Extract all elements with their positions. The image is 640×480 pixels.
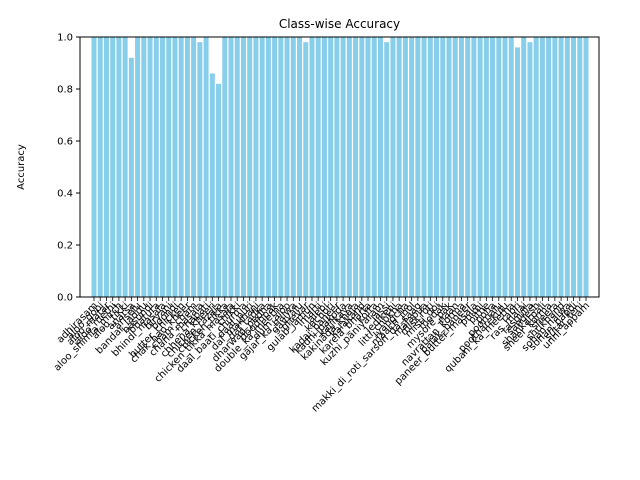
bar-malapua bbox=[421, 37, 427, 297]
bar-bhatura bbox=[153, 37, 159, 297]
bar-double_ka_meetha bbox=[278, 37, 284, 297]
bar-gulab_jamun bbox=[309, 37, 315, 297]
bar-misti_doi bbox=[434, 37, 440, 297]
y-axis-label: Accuracy bbox=[16, 144, 27, 190]
bar-chak_hao_kheer bbox=[184, 37, 190, 297]
bar-paneer_butter_masala bbox=[471, 37, 477, 297]
bar-ledikeni bbox=[390, 37, 396, 297]
bar-ariselu bbox=[135, 37, 141, 297]
bar-chicken_tikka_masala bbox=[228, 37, 234, 297]
bar-rabri bbox=[515, 47, 520, 298]
bar-kuzhi_paniyaram bbox=[377, 37, 383, 297]
bar-dum_aloo bbox=[284, 37, 290, 297]
bar-doodhpak bbox=[272, 37, 278, 297]
y-tick-label: 0.0 bbox=[57, 293, 73, 304]
bar-chapati bbox=[203, 37, 209, 297]
bar-litti_chokha bbox=[396, 37, 402, 297]
bar-dal_tadka bbox=[259, 37, 265, 297]
bar-maach_jhol bbox=[409, 37, 415, 297]
bar-palak_paneer bbox=[465, 37, 471, 297]
bar-kajjikaya bbox=[346, 37, 352, 297]
bar-modak bbox=[440, 37, 446, 297]
bar-ras_malai bbox=[521, 37, 527, 297]
bar-anarsa bbox=[128, 57, 134, 297]
bar-misi_roti bbox=[427, 37, 433, 297]
bar-karela_bharta bbox=[365, 37, 371, 297]
x-axis-ticks: adhirasamaloo_gobialoo_mataraloo_methial… bbox=[52, 297, 592, 415]
bar-boondi bbox=[172, 37, 178, 297]
bar-sutar_feni bbox=[577, 37, 583, 297]
y-tick-label: 1.0 bbox=[57, 33, 73, 44]
bar-navrattan_korma bbox=[458, 37, 464, 297]
bar-jalebi bbox=[321, 37, 327, 297]
bar-daal_puri bbox=[247, 37, 253, 297]
chart-title: Class-wise Accuracy bbox=[279, 17, 400, 31]
bar-biryani bbox=[166, 37, 172, 297]
bar-chicken_tikka bbox=[222, 37, 228, 297]
bar-sheer_korma bbox=[546, 37, 552, 297]
y-axis-ticks: 0.0 0.2 0.4 0.6 0.8 1.0 bbox=[57, 33, 80, 304]
bar-kalakand bbox=[359, 37, 365, 297]
bar-shankarpali bbox=[539, 37, 545, 297]
bar-aloo_matar bbox=[103, 37, 109, 297]
bar-qubani_ka_meetha bbox=[508, 37, 514, 297]
bar-bhindi_masala bbox=[160, 37, 165, 297]
bar-aloo_methi bbox=[110, 37, 116, 297]
bar-lyangcha bbox=[402, 37, 408, 297]
y-tick-label: 0.8 bbox=[57, 85, 73, 96]
y-tick-label: 0.4 bbox=[57, 189, 73, 200]
bar-dharwad_pedha bbox=[265, 37, 271, 297]
bar-poha bbox=[490, 37, 496, 297]
plot-frame bbox=[79, 36, 600, 298]
bar-kakinada_khaja bbox=[353, 37, 359, 297]
bar-sheera bbox=[552, 37, 558, 297]
bar-kadhi_pakoda bbox=[340, 37, 346, 297]
bar-chhena_kheeri bbox=[209, 73, 215, 298]
bar-makki_di_roti_sarson_da_saag bbox=[415, 37, 421, 297]
bar-naan bbox=[452, 37, 458, 297]
bar-adhirasam bbox=[91, 37, 97, 297]
bar-chicken_razala bbox=[216, 83, 222, 297]
bar-bandar_laddu bbox=[141, 37, 147, 297]
bar-sohan_papdi bbox=[571, 37, 577, 297]
bar-dal_makhani bbox=[253, 37, 259, 297]
bar-aloo_shimla_mirch bbox=[116, 37, 122, 297]
bar-butter_chicken bbox=[178, 37, 184, 297]
bar-phirni bbox=[477, 37, 483, 297]
bar-rasgulla bbox=[527, 42, 533, 298]
bar-ghevar bbox=[303, 42, 309, 298]
bars-group bbox=[91, 37, 589, 298]
bar-pootharekulu bbox=[502, 37, 508, 297]
y-tick-label: 0.2 bbox=[57, 241, 73, 252]
bar-imarti bbox=[315, 37, 321, 297]
bar-cham_cham bbox=[191, 37, 197, 297]
bar-chikki bbox=[234, 37, 240, 297]
bar-kofta bbox=[371, 37, 377, 297]
bar-mysore_pak bbox=[446, 37, 452, 297]
bar-gavvalu bbox=[297, 37, 303, 297]
bar-kadai_paneer bbox=[334, 37, 340, 297]
y-tick-label: 0.6 bbox=[57, 137, 73, 148]
bar-daal_baati_churma bbox=[240, 37, 246, 297]
bar-aloo_tikki bbox=[122, 37, 128, 297]
bar-chana_masala bbox=[197, 42, 203, 298]
bar-basundi bbox=[147, 37, 153, 297]
bar-sandesh bbox=[533, 37, 539, 297]
bar-lassi bbox=[384, 42, 390, 298]
bar-gajar_ka_halwa bbox=[290, 37, 296, 297]
bar-unni_appam bbox=[583, 37, 589, 297]
bar-poornalu bbox=[496, 37, 502, 297]
bar-kachori bbox=[328, 37, 334, 297]
bar-aloo_gobi bbox=[97, 37, 103, 297]
bar-shrikhand bbox=[558, 37, 564, 297]
bar-pithe bbox=[483, 37, 489, 297]
bar-sohan_halwa bbox=[564, 37, 570, 297]
